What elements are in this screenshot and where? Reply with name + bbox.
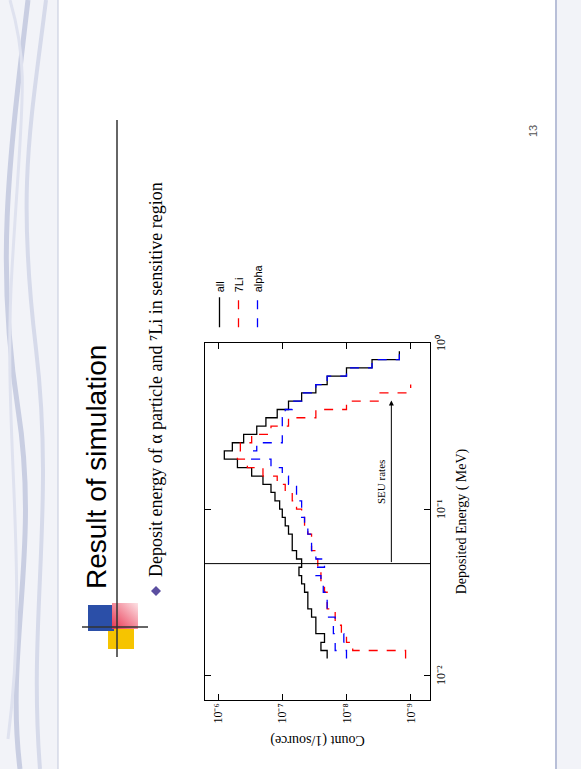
svg-text:10⁻⁷: 10⁻⁷: [275, 703, 289, 723]
svg-text:10⁻⁸: 10⁻⁸: [340, 703, 354, 723]
svg-text:10⁻²: 10⁻²: [434, 665, 448, 685]
svg-text:10⁻⁹: 10⁻⁹: [404, 703, 418, 723]
html-text:Result of simulation: Result of simulation: [81, 344, 112, 589]
svg-text:Deposited Energy ( MeV): Deposited Energy ( MeV): [454, 448, 470, 594]
svg-text:SEU rates: SEU rates: [375, 460, 387, 504]
svg-text:10⁻⁶: 10⁻⁶: [211, 703, 225, 723]
html-text:Deposit energy of α particle a: Deposit energy of α particle and ⁷Li in …: [146, 182, 166, 577]
svg-text:Count (1/source): Count (1/source): [270, 732, 365, 748]
svg-text:10⁰: 10⁰: [434, 335, 448, 351]
svg-text:alpha: alpha: [252, 264, 264, 292]
svg-text:7Li: 7Li: [233, 278, 245, 293]
svg-text:10⁻¹: 10⁻¹: [434, 499, 448, 519]
html-text:13: 13: [527, 124, 539, 137]
svg-text:all: all: [214, 281, 226, 292]
